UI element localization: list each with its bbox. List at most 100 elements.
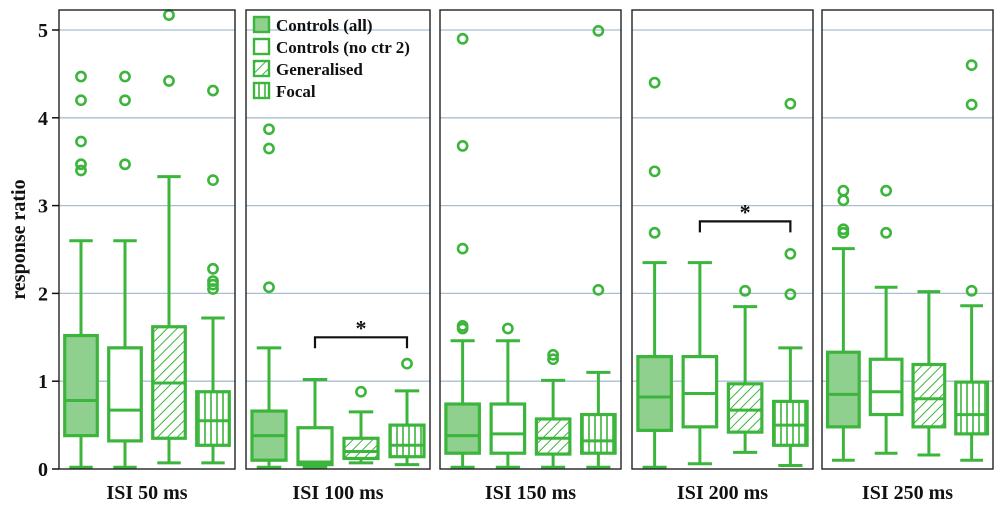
outlier-point	[207, 275, 219, 288]
outlier-point	[592, 24, 605, 37]
box-generalised	[342, 385, 380, 465]
outlier-point	[263, 123, 275, 136]
outlier-point	[648, 226, 661, 239]
box-iqr	[911, 362, 947, 429]
outlier-point	[456, 32, 469, 45]
y-tick-label: 2	[38, 283, 48, 305]
legend-swatch	[252, 37, 271, 56]
y-tick-label: 3	[38, 196, 48, 218]
outlier-point	[355, 385, 367, 398]
box-focal	[388, 357, 426, 467]
outlier-point	[880, 226, 893, 239]
outlier-point	[207, 174, 219, 187]
outlier-point	[119, 94, 131, 107]
outlier-point	[837, 184, 850, 197]
box-iqr	[772, 399, 809, 447]
box-iqr	[726, 382, 764, 434]
box-iqr	[681, 355, 719, 429]
outlier-point	[547, 353, 560, 366]
outlier-point	[456, 319, 469, 332]
box-focal	[580, 24, 617, 469]
box-controls-no-ctr-2-	[681, 261, 719, 466]
box-iqr	[868, 357, 904, 417]
box-iqr	[534, 417, 572, 456]
outlier-point	[263, 142, 275, 155]
box-iqr	[296, 426, 334, 467]
box-iqr	[489, 402, 527, 455]
outlier-point	[75, 94, 87, 107]
outlier-point	[501, 322, 514, 335]
panel-label: ISI 50 ms	[106, 482, 187, 504]
outlier-point	[263, 281, 275, 294]
box-iqr	[825, 350, 861, 429]
significance-bracket	[698, 220, 792, 233]
panel-label: ISI 150 ms	[485, 482, 576, 504]
outlier-point	[784, 288, 797, 301]
box-iqr	[444, 402, 481, 455]
box-controls-no-ctr-2-	[868, 184, 904, 455]
outlier-point	[119, 158, 131, 171]
box-focal	[772, 97, 809, 467]
panel-frame	[439, 9, 622, 470]
outlier-point	[207, 262, 219, 275]
outlier-point	[401, 357, 413, 370]
outlier-point	[880, 184, 893, 197]
outlier-point	[75, 164, 87, 177]
box-controls-all-	[636, 76, 673, 469]
outlier-point	[207, 84, 219, 97]
box-controls-all-	[250, 123, 288, 469]
box-generalised	[911, 290, 947, 457]
panel-frame	[631, 9, 814, 470]
outlier-point	[456, 139, 469, 152]
outlier-point	[837, 194, 850, 207]
y-axis-label: response ratio	[8, 179, 30, 299]
y-tick-label: 4	[38, 108, 48, 130]
box-controls-no-ctr-2-	[296, 377, 334, 469]
panel-label: ISI 100 ms	[292, 482, 383, 504]
box-focal	[954, 59, 990, 462]
significance-star: *	[740, 199, 751, 224]
box-generalised	[726, 284, 764, 454]
outlier-point	[784, 247, 797, 260]
panel-label: ISI 250 ms	[862, 482, 953, 504]
outlier-point	[739, 284, 752, 297]
outlier-point	[965, 98, 978, 111]
outlier-point	[163, 9, 175, 21]
outlier-point	[784, 97, 797, 110]
box-controls-no-ctr-2-	[489, 322, 527, 469]
panel-frame	[821, 9, 994, 470]
outlier-point	[75, 135, 87, 148]
box-iqr	[107, 346, 143, 443]
legend-label: Controls (all)	[276, 16, 373, 35]
outlier-point	[456, 242, 469, 255]
outlier-point	[75, 70, 87, 83]
legend-label: Focal	[276, 82, 316, 101]
outlier-point	[163, 75, 175, 87]
y-tick-label: 1	[38, 371, 48, 393]
outlier-point	[75, 158, 87, 171]
legend-label: Controls (no ctr 2)	[276, 38, 410, 57]
box-iqr	[342, 436, 380, 461]
box-generalised	[534, 348, 572, 469]
box-iqr	[63, 333, 99, 438]
outlier-point	[648, 165, 661, 178]
box-iqr	[195, 390, 231, 447]
box-controls-no-ctr-2-	[107, 70, 143, 469]
legend-swatch	[252, 81, 271, 100]
y-tick-label: 0	[38, 459, 48, 481]
outlier-point	[965, 59, 978, 72]
box-iqr	[388, 423, 426, 459]
significance-star: *	[356, 315, 367, 340]
y-tick-label: 5	[38, 20, 48, 42]
box-iqr	[954, 380, 990, 436]
outlier-point	[119, 70, 131, 83]
panel-frame	[245, 9, 431, 470]
legend-swatch	[252, 59, 271, 78]
legend-swatch	[252, 15, 271, 34]
panel-frame	[58, 9, 236, 470]
box-generalised	[151, 9, 187, 465]
outlier-point	[592, 283, 605, 296]
box-controls-all-	[444, 32, 481, 469]
